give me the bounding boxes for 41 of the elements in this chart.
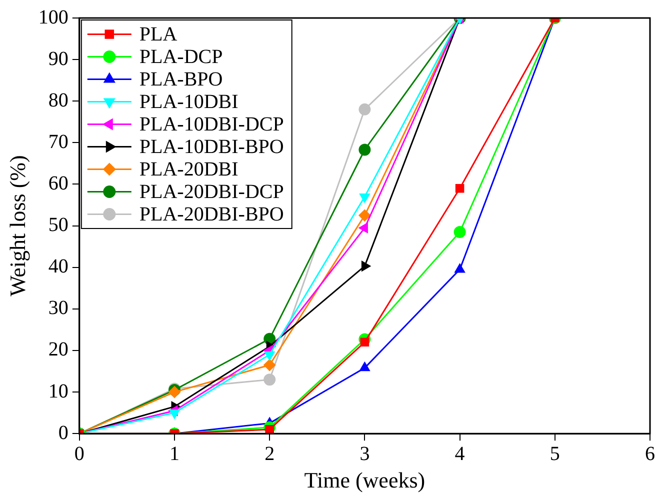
x-tick-label: 3 (360, 442, 370, 465)
point (358, 144, 371, 156)
y-tick-label: 50 (48, 214, 68, 236)
legend-label: PLA-BPO (139, 68, 223, 90)
legend-label: PLA-DCP (139, 46, 223, 68)
point (168, 386, 180, 398)
point (359, 193, 370, 203)
point (455, 184, 464, 193)
point (454, 226, 466, 238)
legend-label: PLA-10DBI-BPO (139, 136, 284, 158)
y-tick-label: 90 (48, 48, 68, 70)
point (359, 362, 370, 372)
legend-label: PLA-20DBI-DCP (139, 181, 284, 203)
y-tick-label: 60 (48, 172, 68, 194)
point (360, 338, 370, 347)
y-tick-label: 100 (38, 6, 68, 28)
x-tick-label: 1 (170, 442, 180, 465)
x-tick-label: 5 (550, 442, 560, 465)
y-tick-label: 80 (48, 89, 68, 112)
x-tick-label: 0 (74, 442, 84, 465)
point (264, 359, 276, 372)
point (361, 260, 371, 272)
y-axis-title: Weight loss (%) (4, 155, 30, 296)
legend-label: PLA-20DBI (139, 158, 238, 180)
y-tick-label: 70 (48, 130, 68, 153)
x-tick-label: 2 (264, 442, 275, 465)
legend-label: PLA-10DBI-DCP (139, 114, 284, 136)
y-tick-label: 40 (48, 256, 68, 278)
y-tick-label: 10 (48, 380, 68, 402)
legend-label: PLA-20DBI-BPO (139, 204, 284, 226)
point (264, 374, 276, 386)
y-tick-label: 0 (58, 422, 68, 444)
legend-label: PLA-10DBI (139, 91, 238, 113)
x-axis-title: Time (weeks) (304, 468, 426, 493)
x-tick-label: 4 (454, 442, 465, 465)
point (358, 209, 371, 222)
y-tick-label: 20 (48, 338, 68, 361)
legend-label: PLA (139, 24, 178, 46)
y-tick-label: 30 (48, 297, 68, 320)
x-tick-label: 6 (645, 442, 655, 465)
point (358, 222, 368, 234)
